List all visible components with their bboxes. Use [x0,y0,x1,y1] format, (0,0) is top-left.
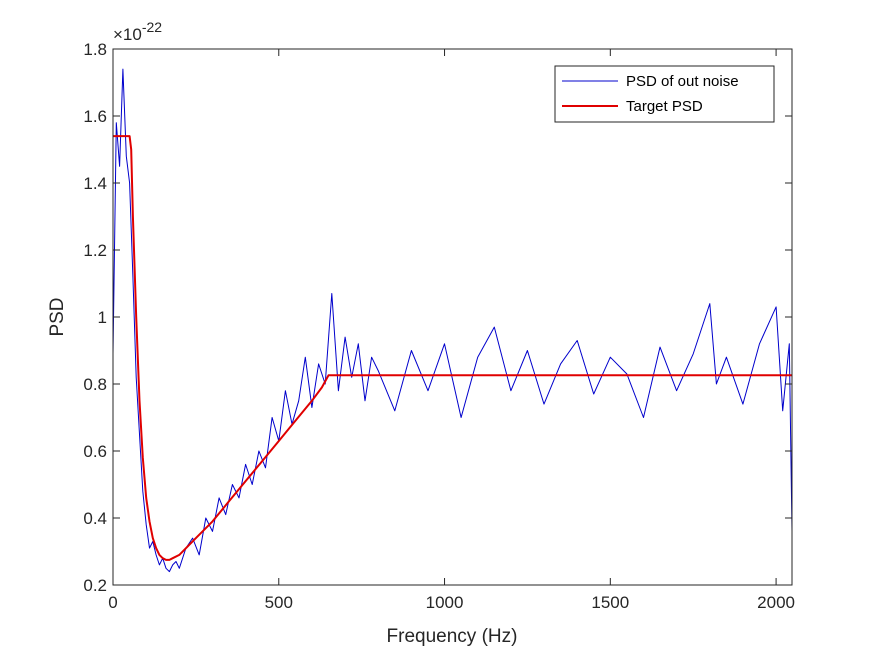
x-tick-label: 500 [265,593,293,612]
y-tick-label: 1 [98,308,107,327]
plot-area [113,49,792,585]
x-tick-label: 2000 [757,593,795,612]
x-tick-label: 0 [108,593,117,612]
y-exponent-power: -22 [142,19,162,35]
y-tick-label: 1.2 [83,241,107,260]
series-line-psd-of-out-noise [112,68,793,573]
x-tick-label: 1000 [426,593,464,612]
legend-label-target-psd: Target PSD [626,98,703,115]
series-line-target-psd [113,135,792,561]
y-axis-ticks: 0.2 0.4 0.6 0.8 1 1.2 1.4 1.6 1.8 [83,40,792,595]
series-layer [112,68,793,573]
y-tick-label: 0.6 [83,442,107,461]
legend-label-psd-out-noise: PSD of out noise [626,73,739,90]
y-exponent-base: ×10 [113,25,142,44]
legend-box [554,65,775,123]
y-tick-label: 0.8 [83,375,107,394]
x-tick-label: 1500 [591,593,629,612]
y-tick-label: 1.4 [83,174,107,193]
y-axis-title: PSD [47,297,68,336]
y-exponent-label: ×10-22 [113,19,162,44]
y-tick-label: 1.8 [83,40,107,59]
legend: PSD of out noise Target PSD [554,65,775,123]
x-axis-ticks: 0 500 1000 1500 2000 [108,49,795,612]
y-tick-label: 1.6 [83,107,107,126]
y-tick-label: 0.2 [83,576,107,595]
x-axis-title: Frequency (Hz) [387,626,518,647]
y-tick-label: 0.4 [83,509,107,528]
